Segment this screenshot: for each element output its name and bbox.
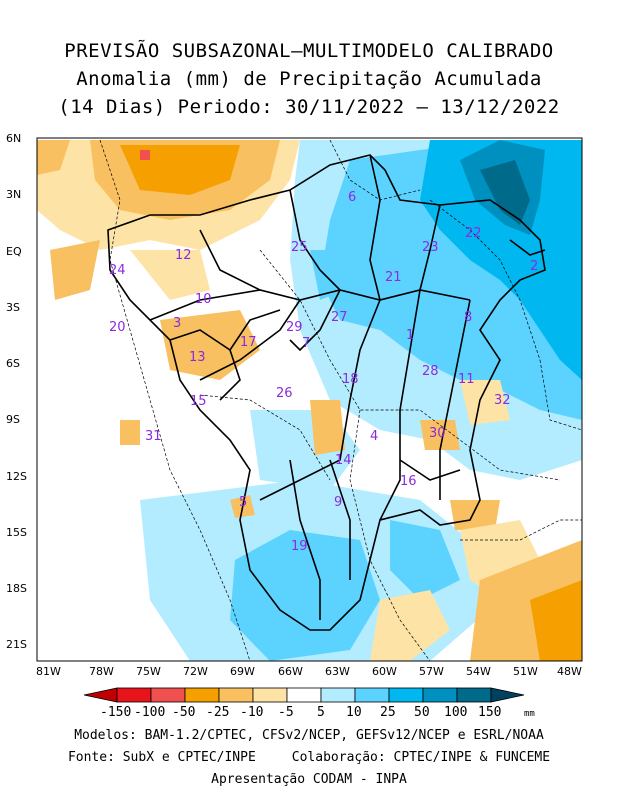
lat-axis: 6N 3N EQ 3S 6S 9S 12S 15S 18S 21S (6, 132, 27, 651)
lon-label: 81W (36, 665, 61, 678)
basin-labels: 1 2 3 4 5 6 7 8 9 10 11 12 13 14 15 16 1… (109, 190, 538, 554)
lon-axis: 81W 78W 75W 72W 69W 66W 63W 60W 57W 54W … (36, 665, 582, 678)
title-line-1: PREVISÃO SUBSAZONAL—MULTIMODELO CALIBRAD… (64, 40, 554, 62)
lat-label: 3S (6, 301, 20, 314)
basin-label-21: 21 (385, 270, 402, 285)
lat-label: 6N (6, 132, 21, 145)
legend-label: 50 (414, 705, 430, 720)
lat-label: 9S (6, 413, 20, 426)
legend-swatch (150, 687, 186, 703)
basin-label-18: 18 (342, 372, 359, 387)
footer-presentation: Apresentação CODAM - INPA (211, 772, 407, 787)
political-borders (99, 139, 582, 661)
lon-label: 63W (325, 665, 350, 678)
lon-label: 54W (466, 665, 491, 678)
basin-label-29: 29 (286, 320, 303, 335)
lon-label: 66W (278, 665, 303, 678)
basin-label-7: 7 (302, 336, 310, 351)
legend-swatch (490, 687, 525, 703)
basin-label-23: 23 (422, 240, 439, 255)
basin-label-5: 5 (239, 495, 247, 510)
legend-colorbar (83, 687, 525, 703)
lon-label: 72W (183, 665, 208, 678)
basin-label-28: 28 (422, 364, 439, 379)
lon-label: 78W (89, 665, 114, 678)
lon-label: 51W (513, 665, 538, 678)
lat-label: 3N (6, 188, 21, 201)
legend-label: -150 (100, 705, 131, 720)
basin-label-6: 6 (348, 190, 356, 205)
basin-label-27: 27 (331, 310, 348, 325)
basin-label-17: 17 (240, 335, 257, 350)
basin-label-11: 11 (458, 372, 475, 387)
legend-swatch (116, 687, 152, 703)
lon-label: 57W (419, 665, 444, 678)
basin-label-30: 30 (429, 426, 446, 441)
lon-label: 69W (230, 665, 255, 678)
legend-swatch (320, 687, 356, 703)
legend-swatch (286, 687, 322, 703)
anomaly-field (37, 138, 582, 661)
legend-label: -25 (206, 705, 229, 720)
lat-label: 12S (6, 470, 27, 483)
legend-label: 10 (346, 705, 362, 720)
legend-swatch (354, 687, 390, 703)
legend-label: -50 (172, 705, 195, 720)
footer-source: Fonte: SubX e CPTEC/INPE (67, 750, 256, 765)
basin-label-31: 31 (145, 429, 162, 444)
basin-label-15: 15 (190, 394, 207, 409)
basin-label-2: 2 (530, 259, 538, 274)
footer-credits: Fonte: SubX e CPTEC/INPE Colaboração: CPT… (0, 750, 618, 765)
basin-label-4: 4 (370, 429, 378, 444)
legend-label: -5 (278, 705, 294, 720)
legend-label: 150 (478, 705, 501, 720)
legend-swatch (252, 687, 288, 703)
legend-swatch (388, 687, 424, 703)
basin-label-25: 25 (291, 240, 308, 255)
basin-label-14: 14 (335, 453, 352, 468)
legend-label: 25 (380, 705, 396, 720)
legend-label: 5 (317, 705, 325, 720)
basin-label-10: 10 (195, 292, 212, 307)
legend-label: 100 (444, 705, 467, 720)
lat-label: 18S (6, 582, 27, 595)
basin-label-26: 26 (276, 386, 293, 401)
legend-swatch (184, 687, 220, 703)
legend-unit: mm (524, 709, 535, 719)
legend-swatch (456, 687, 492, 703)
basin-label-19: 19 (291, 539, 308, 554)
legend-swatch (218, 687, 254, 703)
lat-label: EQ (6, 245, 22, 258)
basin-label-13: 13 (189, 350, 206, 365)
lat-label: 21S (6, 638, 27, 651)
title-line-2: Anomalia (mm) de Precipitação Acumulada (76, 68, 542, 90)
river-basins (107, 154, 546, 631)
legend-label: -100 (134, 705, 165, 720)
lon-label: 48W (557, 665, 582, 678)
lon-label: 60W (372, 665, 397, 678)
legend-labels: -150 -100 -50 -25 -10 -5 5 10 25 50 100 … (100, 705, 535, 720)
legend-swatch (83, 687, 118, 703)
basin-label-1: 1 (406, 328, 414, 343)
basin-label-24: 24 (109, 263, 126, 278)
basin-label-12: 12 (175, 248, 192, 263)
legend-swatch (422, 687, 458, 703)
map-frame (36, 137, 583, 662)
basin-label-20: 20 (109, 320, 126, 335)
basin-label-32: 32 (494, 393, 511, 408)
basin-label-8: 8 (464, 310, 472, 325)
lat-label: 15S (6, 526, 27, 539)
lat-label: 6S (6, 357, 20, 370)
footer-collab: Colaboração: CPTEC/INPE & FUNCEME (291, 750, 551, 765)
basin-label-9: 9 (334, 495, 342, 510)
basin-label-22: 22 (465, 226, 482, 241)
title-line-3: (14 Dias) Periodo: 30/11/2022 — 13/12/20… (58, 96, 560, 118)
legend-label: -10 (240, 705, 263, 720)
lon-label: 75W (136, 665, 161, 678)
basin-label-16: 16 (400, 474, 417, 489)
footer-models: Modelos: BAM-1.2/CPTEC, CFSv2/NCEP, GEFS… (74, 728, 544, 743)
basin-label-3: 3 (173, 316, 181, 331)
